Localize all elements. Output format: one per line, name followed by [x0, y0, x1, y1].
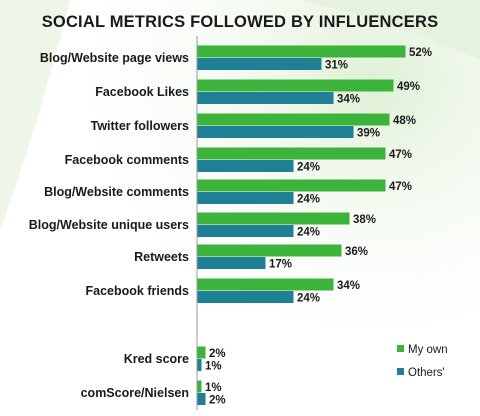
data-label: 2% [209, 395, 226, 407]
category-label: Blog/Website comments [44, 185, 189, 199]
bar-my-own [197, 380, 202, 393]
chart-title: SOCIAL METRICS FOLLOWED BY INFLUENCERS [41, 13, 439, 31]
data-label: 52% [409, 47, 432, 59]
category-label: Facebook comments [65, 153, 189, 167]
bar-my-own [197, 45, 406, 58]
data-label: 17% [269, 259, 292, 271]
bar-others [197, 126, 354, 138]
legend-label: My own [408, 344, 448, 356]
category-label: Blog/Website page views [40, 51, 189, 65]
bar-my-own [197, 244, 342, 257]
category-label: Facebook friends [86, 284, 190, 298]
data-label: 24% [297, 194, 320, 206]
data-label: 2% [209, 348, 226, 360]
bar-my-own [197, 212, 350, 225]
legend-swatch [397, 345, 404, 352]
legend-swatch [397, 368, 404, 375]
bar-others [197, 257, 266, 269]
data-label: 47% [389, 181, 412, 193]
bar-others [197, 58, 322, 70]
data-label: 47% [389, 149, 412, 161]
bar-others [197, 92, 334, 104]
category-label: Facebook Likes [95, 85, 189, 99]
data-label: 48% [393, 115, 416, 127]
bar-my-own [197, 278, 334, 291]
legend-label: Others' [408, 367, 445, 379]
data-label: 38% [353, 214, 376, 226]
data-label: 36% [345, 246, 368, 258]
bar-my-own [197, 179, 386, 192]
data-label: 34% [337, 280, 360, 292]
data-label: 49% [397, 81, 420, 93]
bar-others [197, 160, 294, 172]
data-label: 31% [325, 60, 348, 72]
bar-others [197, 359, 202, 371]
category-label: Kred score [124, 352, 189, 366]
bar-others [197, 225, 294, 237]
category-label: comScore/Nielsen [81, 386, 189, 400]
bar-others [197, 393, 206, 405]
bar-my-own [197, 113, 390, 126]
bar-others [197, 192, 294, 204]
data-label: 1% [205, 382, 222, 394]
data-label: 34% [337, 94, 360, 106]
bar-my-own [197, 79, 394, 92]
bar-my-own [197, 147, 386, 160]
category-label: Retweets [134, 250, 189, 264]
data-label: 1% [205, 361, 222, 373]
data-label: 24% [297, 293, 320, 305]
data-label: 24% [297, 227, 320, 239]
category-label: Blog/Website unique users [29, 218, 189, 232]
data-label: 24% [297, 162, 320, 174]
bar-my-own [197, 346, 206, 359]
data-label: 39% [357, 128, 380, 140]
bar-others [197, 291, 294, 303]
category-label: Twitter followers [91, 119, 189, 133]
